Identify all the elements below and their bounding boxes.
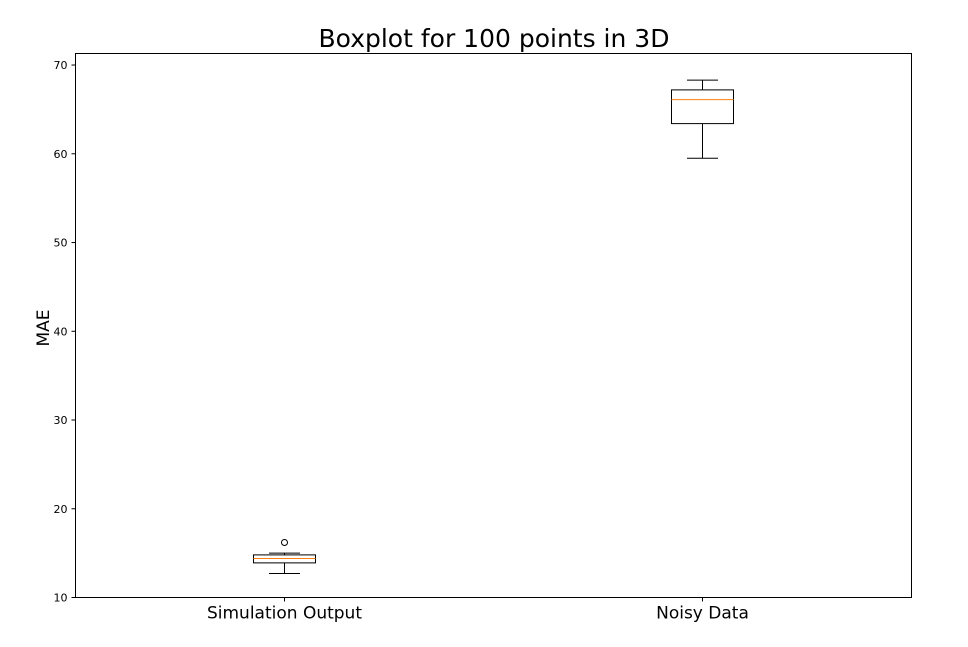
y-tick-label: 70 [54,59,68,72]
chart-title: Boxplot for 100 points in 3D [319,24,670,53]
outlier-point [281,538,288,546]
boxes-group [253,79,734,575]
y-tick-label: 10 [54,592,68,605]
x-tick-label: Noisy Data [656,604,749,624]
box-simulation-output [253,538,316,575]
y-tick-label: 60 [54,148,68,161]
y-tick-label: 50 [54,237,68,250]
x-tick-label: Simulation Output [207,604,362,624]
y-axis-label: MAE [34,309,54,346]
y-tick-label: 40 [54,325,68,338]
y-tick-label: 30 [54,414,68,427]
box-iqr [671,89,734,125]
x-axis-ticks: Simulation Output Noisy Data [207,597,749,624]
box-noisy-data [671,79,734,159]
y-axis-ticks: 10 20 30 40 50 60 70 [54,59,76,605]
y-tick-label: 20 [54,503,68,516]
plot-area-frame [75,53,912,598]
